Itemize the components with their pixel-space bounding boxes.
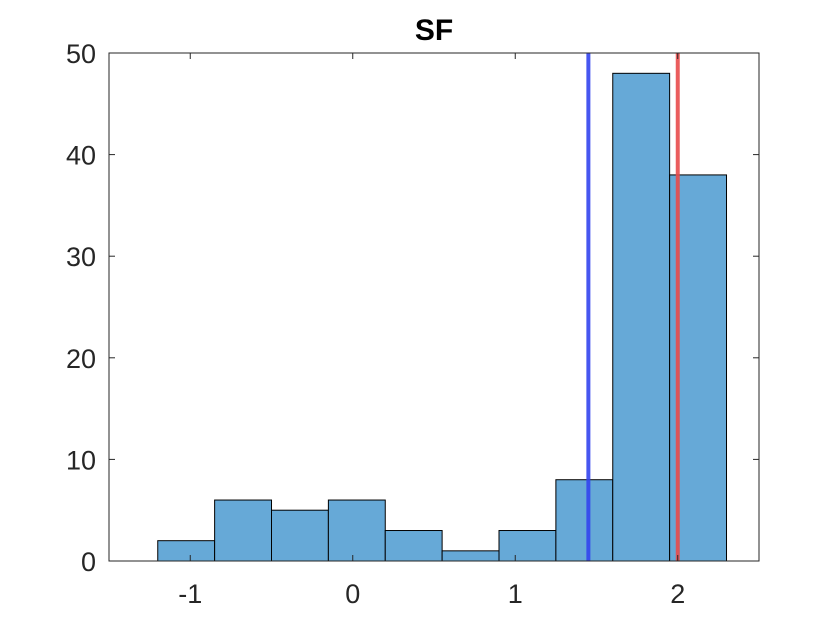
histogram-bar <box>441 550 500 562</box>
x-tick-label: 2 <box>670 579 685 609</box>
x-tick-label: -1 <box>178 579 202 609</box>
histogram-bar <box>555 479 614 562</box>
x-axis-ticks: -1 0 1 2 <box>178 53 685 609</box>
histogram-bar <box>612 72 671 562</box>
histogram-bar <box>384 530 443 562</box>
y-axis-ticks: 0 10 20 30 40 50 <box>66 39 759 577</box>
histogram-bar <box>271 509 329 562</box>
y-tick-label: 30 <box>66 242 96 272</box>
y-tick-label: 50 <box>66 39 96 69</box>
y-tick-label: 40 <box>66 141 96 171</box>
histogram-bar <box>498 530 557 562</box>
histogram-bar <box>157 540 216 562</box>
y-tick-label: 20 <box>66 344 96 374</box>
x-tick-label: 1 <box>508 579 523 609</box>
reference-lines-group <box>586 53 680 561</box>
histogram-bar <box>214 499 273 562</box>
y-tick-label: 10 <box>66 445 96 475</box>
chart-title: SF <box>415 14 453 47</box>
plot-frame <box>108 52 760 562</box>
x-tick-label: 0 <box>345 579 360 609</box>
histogram-bar <box>327 499 386 562</box>
y-tick-label: 0 <box>81 547 96 577</box>
